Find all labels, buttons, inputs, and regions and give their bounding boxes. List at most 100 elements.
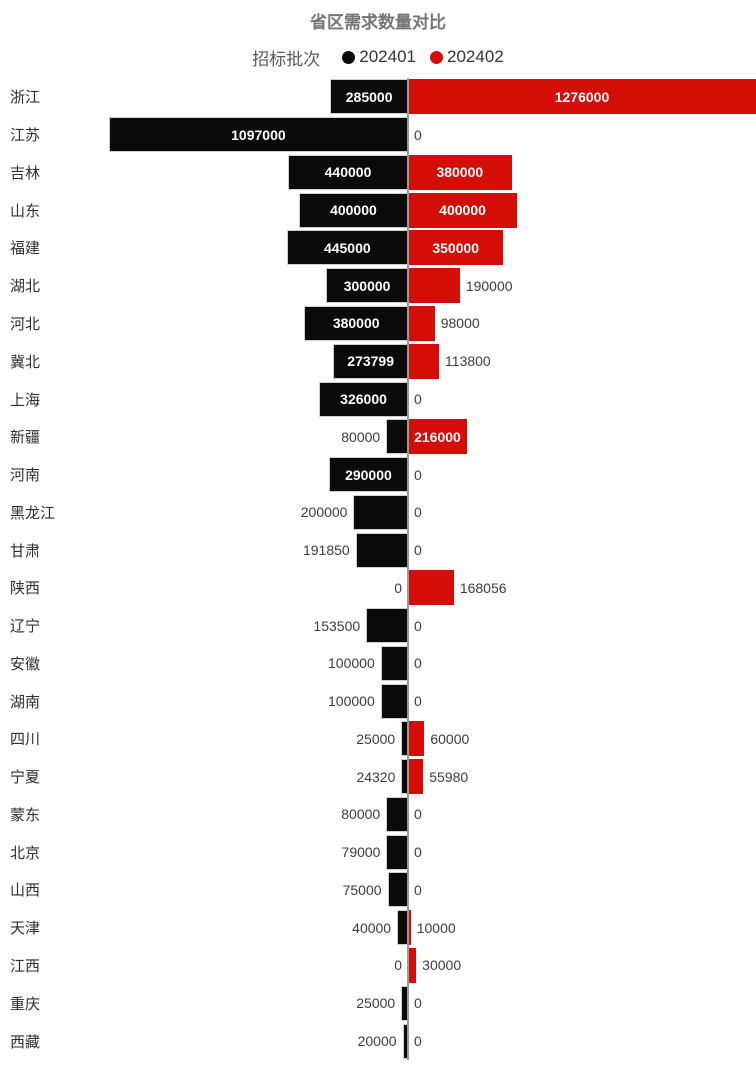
plot-area: 79000 0 xyxy=(60,833,756,871)
chart-row: 重庆 25000 0 xyxy=(0,984,756,1022)
chart-row: 天津 40000 10000 xyxy=(0,909,756,947)
bar-202402[interactable] xyxy=(408,570,454,606)
bar-202401[interactable] xyxy=(386,796,408,832)
category-label: 山西 xyxy=(10,882,41,900)
value-label-202401: 153500 xyxy=(313,617,361,634)
plot-area: 40000 10000 xyxy=(60,909,756,947)
value-label-202402: 0 xyxy=(414,542,422,559)
value-label-202401: 380000 xyxy=(332,315,380,332)
bar-202401[interactable]: 445000 xyxy=(286,230,408,266)
chart-row: 湖南 100000 0 xyxy=(0,682,756,720)
legend-title: 招标批次 xyxy=(252,49,321,69)
bar-202401[interactable]: 1097000 xyxy=(108,117,408,153)
chart-row: 湖北 300000 190000 xyxy=(0,267,756,305)
value-label-202401: 100000 xyxy=(328,655,375,672)
chart-row: 陕西 0 168056 xyxy=(0,569,756,607)
bar-202401[interactable]: 300000 xyxy=(326,268,408,304)
bar-202401[interactable] xyxy=(366,608,408,644)
bar-202402[interactable]: 350000 xyxy=(408,230,504,266)
category-label: 冀北 xyxy=(10,353,41,371)
value-label-202402: 0 xyxy=(414,655,422,672)
plot-area: 326000 0 xyxy=(60,380,756,418)
bar-202401[interactable] xyxy=(380,683,408,719)
chart-row: 西藏 20000 0 xyxy=(0,1022,756,1060)
value-label-202402: 216000 xyxy=(414,428,461,445)
bar-202402[interactable]: 400000 xyxy=(408,192,518,228)
value-label-202401: 440000 xyxy=(324,164,372,181)
bar-202401[interactable]: 290000 xyxy=(328,457,408,493)
value-label-202402: 0 xyxy=(414,693,422,710)
bar-202401[interactable]: 273799 xyxy=(333,343,408,379)
bar-202401[interactable]: 326000 xyxy=(319,381,408,417)
chart-row: 北京 79000 0 xyxy=(0,833,756,871)
bar-202402[interactable]: 216000 xyxy=(408,419,467,455)
value-label-202401: 290000 xyxy=(345,466,392,483)
chart-row: 河南 290000 0 xyxy=(0,456,756,494)
bar-202401[interactable] xyxy=(387,872,408,908)
bar-202401[interactable]: 440000 xyxy=(288,154,408,190)
category-label: 江苏 xyxy=(10,127,41,145)
bar-202401[interactable]: 400000 xyxy=(298,192,408,228)
category-label: 河北 xyxy=(10,315,41,333)
value-label-202401: 285000 xyxy=(345,88,393,105)
chart-row: 四川 25000 60000 xyxy=(0,720,756,758)
chart-row: 山东 400000 400000 xyxy=(0,191,756,229)
bar-202401[interactable]: 380000 xyxy=(304,305,408,341)
value-label-202401: 200000 xyxy=(300,504,348,521)
chart-row: 河北 380000 98000 xyxy=(0,305,756,343)
bar-202401[interactable] xyxy=(386,419,408,455)
bar-202401[interactable] xyxy=(386,834,408,870)
category-label: 黑龙江 xyxy=(10,504,56,522)
bar-202401[interactable]: 285000 xyxy=(330,79,408,115)
bar-202402[interactable] xyxy=(408,759,424,795)
value-label-202401: 326000 xyxy=(340,391,387,408)
value-label-202402: 0 xyxy=(414,617,422,634)
diverging-bar-chart: 浙江 285000 1276000 江苏 1097000 0 吉林 440000 380000 山… xyxy=(0,78,756,1060)
bar-202402[interactable]: 1276000 xyxy=(408,79,756,115)
value-label-202401: 100000 xyxy=(328,693,375,710)
plot-area: 0 30000 xyxy=(60,947,756,985)
plot-area: 285000 1276000 xyxy=(60,78,756,116)
value-label-202402: 0 xyxy=(414,844,422,861)
chart-row: 江苏 1097000 0 xyxy=(0,116,756,154)
value-label-202401: 400000 xyxy=(330,202,377,219)
chart-title: 省区需求数量对比 xyxy=(310,13,446,32)
category-label: 江西 xyxy=(10,957,41,975)
value-label-202402: 113800 xyxy=(445,353,491,370)
bar-202402[interactable]: 380000 xyxy=(408,154,512,190)
value-label-202402: 1276000 xyxy=(554,88,610,105)
chart-row: 宁夏 24320 55980 xyxy=(0,758,756,796)
value-label-202401: 191850 xyxy=(302,542,350,559)
chart-row: 山西 75000 0 xyxy=(0,871,756,909)
bar-202402[interactable] xyxy=(408,721,425,757)
category-label: 安徽 xyxy=(10,655,41,673)
chart-row: 上海 326000 0 xyxy=(0,380,756,418)
legend-marker-202401-icon xyxy=(342,50,356,64)
value-label-202402: 0 xyxy=(414,391,422,407)
value-label-202402: 190000 xyxy=(465,277,513,294)
bar-202401[interactable] xyxy=(380,645,408,681)
legend-item-202401[interactable]: 202401 xyxy=(342,47,416,67)
bar-202402[interactable] xyxy=(408,910,411,946)
bar-202402[interactable] xyxy=(408,948,417,983)
category-label: 四川 xyxy=(10,731,41,749)
legend-item-label: 202401 xyxy=(359,47,416,66)
chart-row: 新疆 80000 216000 xyxy=(0,418,756,456)
category-label: 福建 xyxy=(10,240,41,258)
value-label-202401: 25000 xyxy=(356,730,396,747)
bar-202401[interactable] xyxy=(355,532,408,568)
bar-202402[interactable] xyxy=(408,343,440,379)
legend-item-202402[interactable]: 202402 xyxy=(430,47,504,67)
value-label-202401: 25000 xyxy=(356,995,396,1012)
bar-202402[interactable] xyxy=(408,268,460,304)
chart-row: 甘肃 191850 0 xyxy=(0,531,756,569)
plot-area: 440000 380000 xyxy=(60,154,756,192)
chart-row: 蒙东 80000 0 xyxy=(0,796,756,834)
bar-202402[interactable] xyxy=(408,305,435,341)
bar-202401[interactable] xyxy=(353,494,408,530)
value-label-202402: 168056 xyxy=(459,579,507,596)
category-label: 浙江 xyxy=(10,89,41,107)
value-label-202402: 350000 xyxy=(432,239,480,256)
chart-row: 黑龙江 200000 0 xyxy=(0,493,756,531)
chart-row: 冀北 273799 113800 xyxy=(0,342,756,380)
